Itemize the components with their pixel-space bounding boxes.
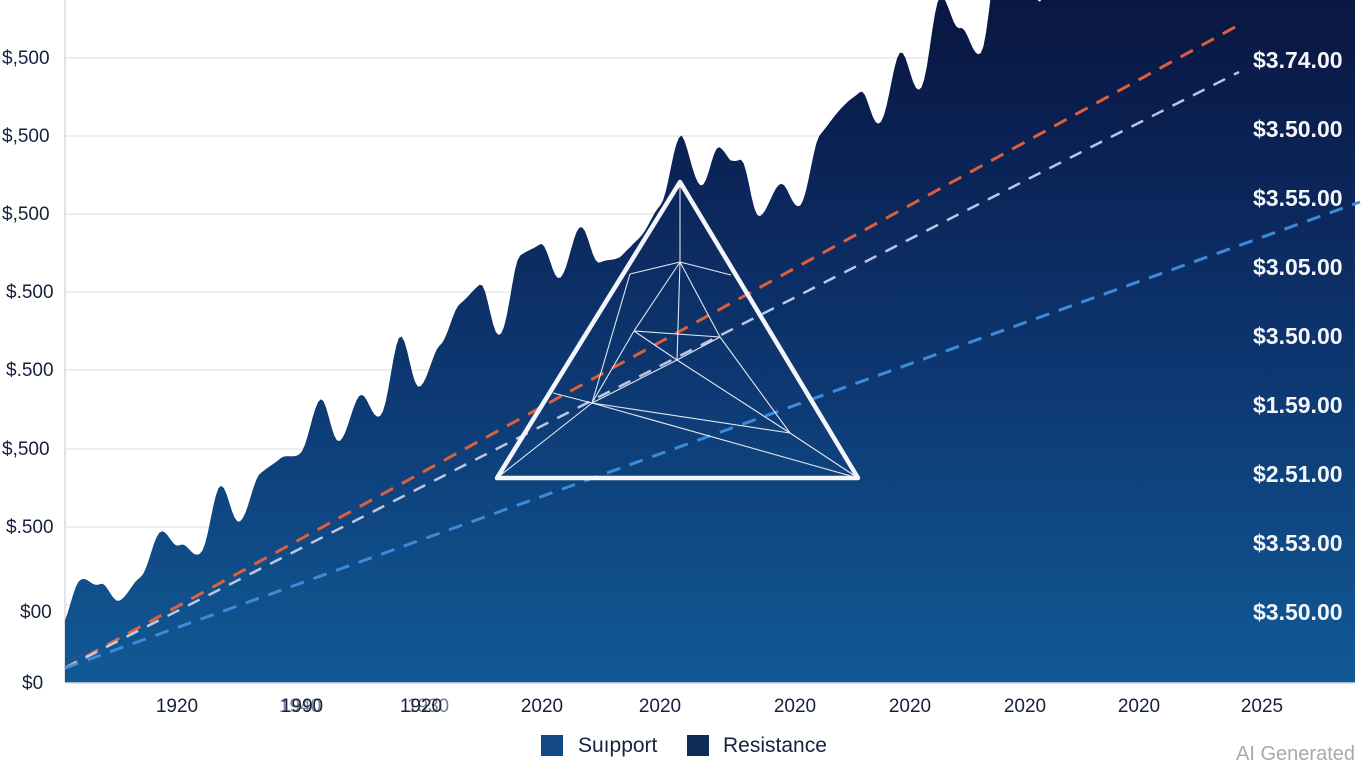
svg-text:$1.59.00: $1.59.00 [1253, 392, 1343, 418]
svg-text:AI Generated: AI Generated [1236, 743, 1355, 765]
svg-text:Resistance: Resistance [723, 734, 827, 757]
svg-text:$.500: $.500 [6, 517, 54, 538]
svg-text:$,500: $,500 [2, 439, 50, 460]
svg-text:$3.05.00: $3.05.00 [1253, 254, 1343, 280]
svg-text:$3.74.00: $3.74.00 [1253, 47, 1343, 73]
svg-text:$3.53.00: $3.53.00 [1253, 530, 1343, 556]
svg-text:$3.50.00: $3.50.00 [1253, 599, 1343, 625]
svg-text:1920: 1920 [156, 696, 198, 717]
svg-text:2025: 2025 [1241, 696, 1283, 717]
svg-text:2020: 2020 [521, 696, 563, 717]
svg-text:$,500: $,500 [2, 204, 50, 225]
svg-text:2020: 2020 [1118, 696, 1160, 717]
svg-text:2020: 2020 [774, 696, 816, 717]
svg-text:1930: 1930 [407, 696, 449, 717]
svg-text:$3.50.00: $3.50.00 [1253, 116, 1343, 142]
svg-text:$3.50.00: $3.50.00 [1253, 323, 1343, 349]
svg-text:2020: 2020 [889, 696, 931, 717]
svg-text:$,500: $,500 [2, 126, 50, 147]
svg-text:$00: $00 [20, 602, 52, 623]
svg-text:Suıpport: Suıpport [578, 734, 658, 757]
svg-text:2020: 2020 [639, 696, 681, 717]
svg-text:$2.51.00: $2.51.00 [1253, 461, 1343, 487]
svg-text:$.500: $.500 [6, 282, 54, 303]
svg-text:$3.55.00: $3.55.00 [1253, 185, 1343, 211]
svg-text:$,500: $,500 [2, 48, 50, 69]
svg-text:$.500: $.500 [6, 360, 54, 381]
svg-text:2020: 2020 [1004, 696, 1046, 717]
svg-text:$0: $0 [22, 673, 43, 694]
svg-text:1940: 1940 [279, 696, 321, 717]
